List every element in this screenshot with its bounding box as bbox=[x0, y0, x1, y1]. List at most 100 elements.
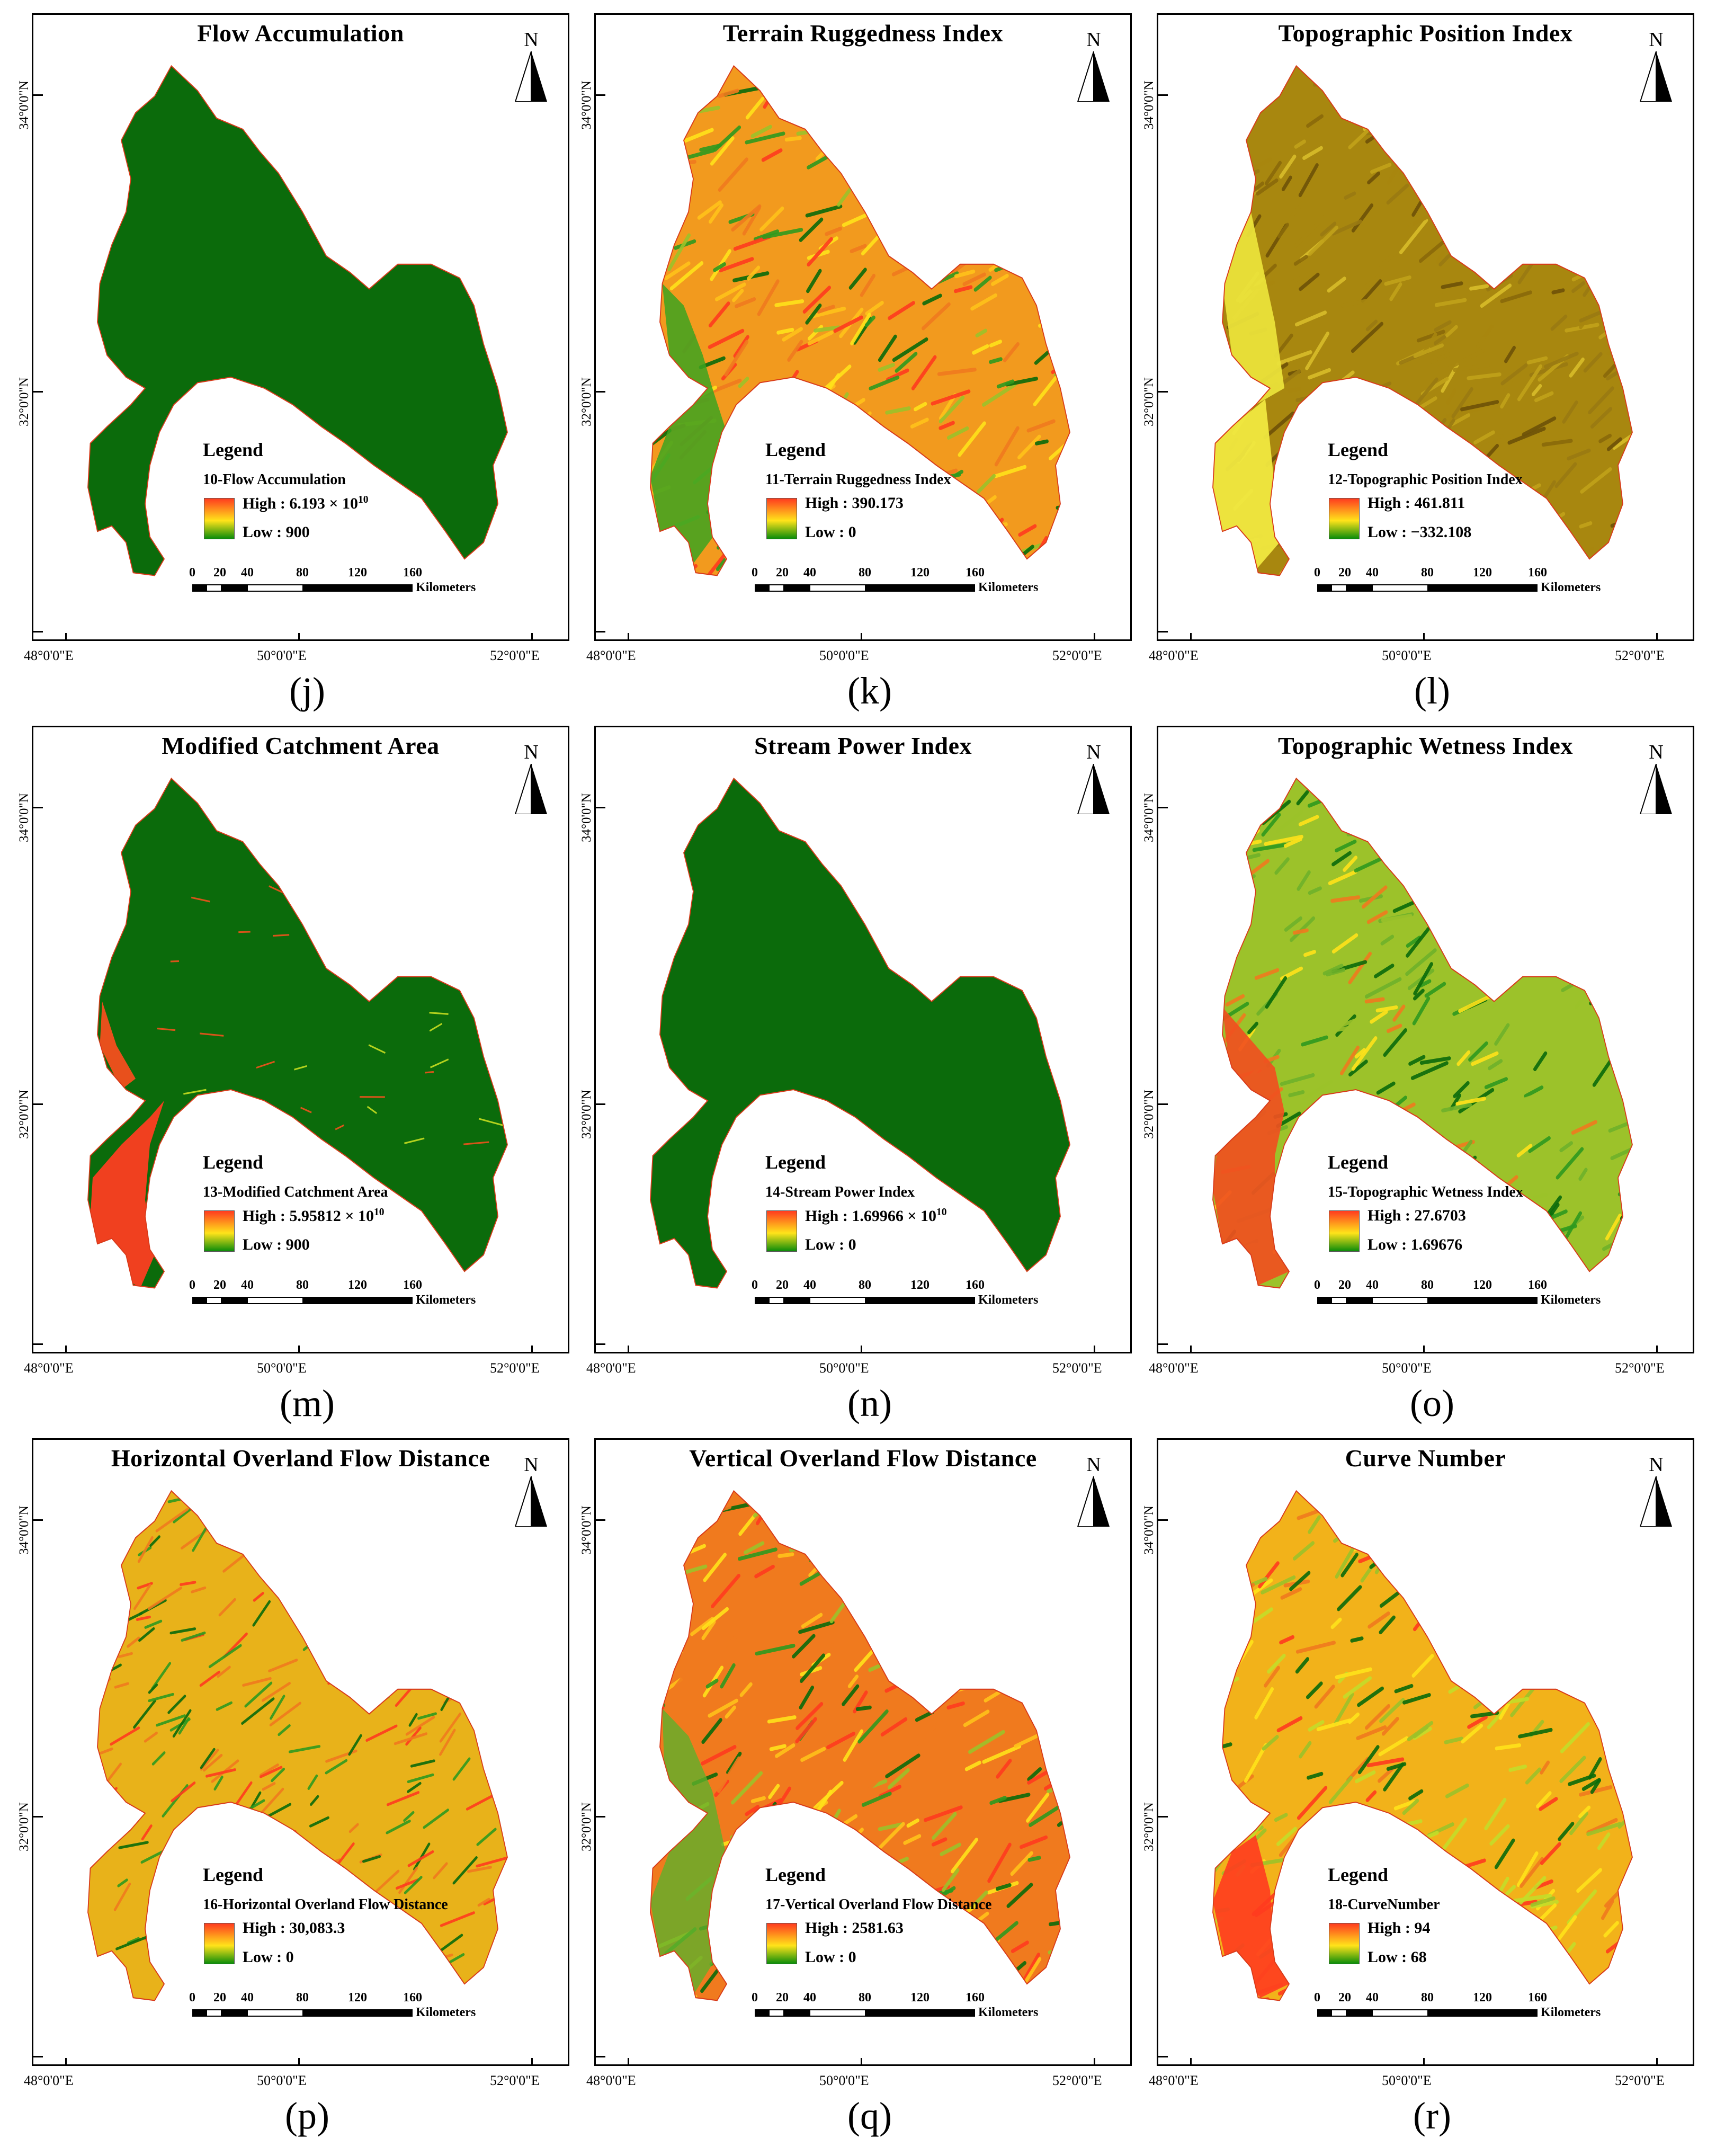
texture-stroke bbox=[1013, 206, 1028, 217]
lon-tick bbox=[1190, 1346, 1192, 1353]
basin-fill bbox=[88, 778, 507, 1288]
texture-stroke bbox=[1330, 1617, 1342, 1629]
texture-stroke bbox=[1379, 1497, 1415, 1511]
texture-stroke bbox=[1413, 1089, 1452, 1098]
texture-stroke bbox=[1629, 135, 1632, 161]
texture-stroke bbox=[1560, 792, 1586, 815]
texture-stroke bbox=[650, 557, 684, 571]
texture-stroke bbox=[1605, 1214, 1622, 1241]
texture-stroke bbox=[1458, 1947, 1485, 1957]
scale-tick-label: 20 bbox=[213, 1991, 226, 2004]
texture-stroke bbox=[720, 1663, 736, 1689]
texture-stroke bbox=[678, 1526, 692, 1539]
texture-stroke bbox=[410, 1759, 435, 1768]
texture-stroke bbox=[1491, 491, 1514, 508]
legend-layer-name: 17-Vertical Overland Flow Distance bbox=[765, 1896, 992, 1913]
texture-stroke bbox=[996, 1759, 1012, 1779]
texture-stroke bbox=[1609, 555, 1624, 568]
texture-stroke bbox=[407, 1531, 439, 1557]
scale-segment bbox=[207, 2010, 221, 2016]
texture-stroke bbox=[260, 1763, 279, 1777]
texture-stroke bbox=[1512, 1943, 1525, 1954]
scale-tick-label: 160 bbox=[1528, 1278, 1547, 1292]
texture-stroke bbox=[767, 1715, 797, 1724]
scale-tick-label: 80 bbox=[859, 566, 871, 580]
scale-tick-label: 20 bbox=[776, 1278, 789, 1292]
scale-tick-label: 160 bbox=[1528, 566, 1547, 580]
texture-stroke bbox=[949, 250, 980, 265]
scale-segment bbox=[302, 2010, 357, 2016]
texture-stroke bbox=[1290, 916, 1316, 942]
map-frame: Topographic Position Index N Legend 12-Topo… bbox=[1157, 13, 1694, 641]
texture-stroke bbox=[650, 162, 673, 186]
texture-stroke bbox=[1602, 1672, 1622, 1691]
texture-stroke bbox=[468, 1618, 490, 1624]
scale-unit: Kilometers bbox=[1541, 581, 1601, 594]
texture-stroke bbox=[762, 228, 803, 239]
scale-segment bbox=[783, 1298, 810, 1303]
texture-stroke bbox=[1027, 1770, 1049, 1785]
texture-stroke bbox=[1427, 547, 1441, 556]
texture-stroke bbox=[321, 1552, 353, 1583]
legend-high-value: 5.95812 × 10 bbox=[289, 1207, 374, 1225]
texture-stroke bbox=[1410, 165, 1440, 173]
texture-stroke bbox=[1365, 1704, 1391, 1730]
texture-stroke bbox=[1034, 1500, 1056, 1508]
channel-line bbox=[335, 1124, 345, 1130]
texture-stroke bbox=[1534, 910, 1565, 931]
texture-stroke bbox=[405, 1726, 422, 1746]
texture-stroke bbox=[1424, 982, 1446, 998]
texture-stroke bbox=[151, 1751, 166, 1766]
panel-l: Topographic Position Index N Legend 12-Topo… bbox=[1142, 0, 1697, 712]
legend-low-value: 0 bbox=[848, 1236, 856, 1253]
texture-stroke bbox=[1267, 1653, 1286, 1674]
texture-stroke bbox=[905, 66, 940, 91]
texture-stroke bbox=[1441, 1616, 1460, 1626]
texture-stroke bbox=[1280, 1587, 1302, 1600]
lon-tick bbox=[65, 633, 67, 640]
texture-stroke bbox=[784, 136, 802, 142]
texture-stroke bbox=[1496, 1594, 1519, 1622]
map-frame: Modified Catchment Area N Legend 13-Modifie… bbox=[32, 726, 569, 1353]
legend-high-value: 2581.63 bbox=[852, 1919, 904, 1937]
texture-stroke bbox=[1233, 808, 1254, 835]
texture-stroke bbox=[676, 1521, 713, 1533]
scale-tick-label: 120 bbox=[910, 566, 930, 580]
texture-stroke bbox=[985, 1628, 1012, 1666]
scale-segment bbox=[248, 585, 302, 591]
texture-stroke bbox=[1387, 778, 1413, 794]
texture-stroke bbox=[708, 203, 723, 224]
texture-stroke bbox=[749, 464, 761, 481]
texture-stroke bbox=[663, 1574, 680, 1600]
texture-stroke bbox=[929, 149, 943, 157]
scale-segment bbox=[207, 1298, 221, 1303]
texture-stroke bbox=[861, 1792, 892, 1807]
scale-tick-label: 20 bbox=[213, 1278, 226, 1292]
texture-stroke bbox=[1355, 1837, 1386, 1856]
texture-stroke bbox=[1402, 1050, 1427, 1067]
legend-low-label: Low : bbox=[1368, 1236, 1411, 1253]
texture-stroke bbox=[280, 1545, 301, 1561]
panel-title: Terrain Ruggedness Index bbox=[722, 20, 1004, 47]
texture-stroke bbox=[1524, 225, 1547, 253]
texture-stroke bbox=[309, 1816, 329, 1828]
texture-stroke bbox=[183, 1857, 199, 1870]
texture-stroke bbox=[1374, 1266, 1395, 1275]
texture-stroke bbox=[505, 1689, 507, 1726]
texture-stroke bbox=[1334, 1692, 1354, 1726]
lon-label-1: 50°0'0"E bbox=[1382, 2073, 1432, 2088]
texture-stroke bbox=[1413, 988, 1425, 1001]
texture-stroke bbox=[90, 1824, 105, 1840]
texture-stroke bbox=[888, 176, 923, 192]
basin-outline bbox=[650, 777, 1070, 1289]
texture-stroke bbox=[718, 88, 739, 98]
north-arrow-icon bbox=[1077, 51, 1110, 102]
texture-stroke bbox=[472, 1541, 500, 1569]
texture-stroke bbox=[1238, 1997, 1270, 2001]
texture-stroke bbox=[1538, 868, 1575, 887]
texture-stroke bbox=[886, 368, 909, 382]
texture-stroke bbox=[1620, 1622, 1632, 1641]
texture-stroke bbox=[927, 510, 941, 520]
texture-stroke bbox=[1293, 255, 1308, 266]
texture-stroke bbox=[1354, 1048, 1366, 1059]
